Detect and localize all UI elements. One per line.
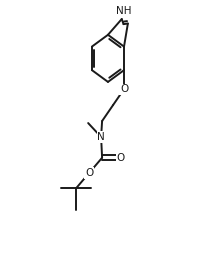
Text: NH: NH xyxy=(116,6,131,16)
Text: O: O xyxy=(117,153,125,163)
Text: N: N xyxy=(97,132,105,142)
Text: O: O xyxy=(85,168,93,178)
Text: O: O xyxy=(120,84,128,94)
